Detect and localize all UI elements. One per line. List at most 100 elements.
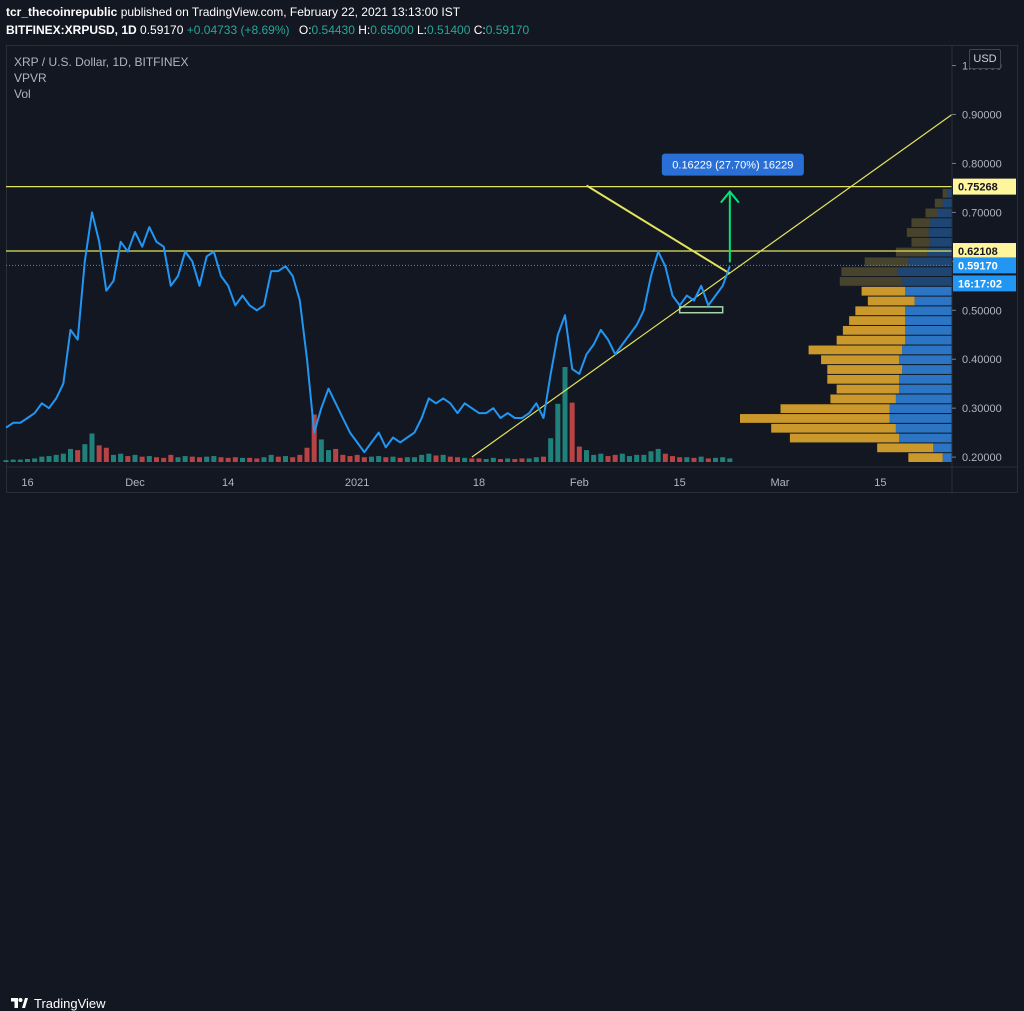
- profile-bar-down: [861, 286, 906, 296]
- volume-bar: [569, 402, 575, 462]
- legend-vol[interactable]: Vol: [14, 87, 31, 101]
- volume-bar: [204, 456, 210, 462]
- open-label: O:: [298, 23, 312, 37]
- volume-bar: [505, 458, 511, 462]
- profile-bar-down: [911, 218, 931, 228]
- resistance-trendline: [585, 184, 731, 275]
- volume-bar: [96, 445, 102, 462]
- profile-bar-up: [899, 433, 952, 443]
- volume-bar: [24, 459, 31, 462]
- volume-bar: [555, 403, 561, 462]
- symbol-label[interactable]: BITFINEX:XRPUSD, 1D: [6, 23, 137, 37]
- profile-bar-down: [780, 404, 890, 414]
- profile-bar-down: [842, 325, 906, 335]
- level-badge-bg: [953, 178, 1016, 195]
- publisher-name[interactable]: tcr_thecoinrepublic: [6, 5, 118, 19]
- profile-bar-up: [895, 394, 952, 404]
- volume-bar: [196, 457, 203, 462]
- profile-bar-down: [836, 384, 899, 394]
- volume-bar: [619, 453, 625, 462]
- legend-title[interactable]: XRP / U.S. Dollar, 1D, BITFINEX: [14, 55, 189, 69]
- measure-label-bg: [661, 153, 804, 176]
- volume-bar: [118, 453, 124, 462]
- tradingview-brand[interactable]: TradingView: [34, 996, 106, 1011]
- volume-bar: [390, 456, 396, 462]
- volume-bar: [669, 456, 676, 462]
- profile-bar-up: [902, 365, 952, 374]
- volume-bar: [318, 439, 324, 462]
- volume-bar: [433, 455, 439, 462]
- volume-bar: [32, 458, 38, 462]
- tradingview-logo-icon[interactable]: [10, 996, 28, 1010]
- volume-bar: [125, 456, 131, 462]
- volume-bar: [605, 456, 611, 462]
- x-tick-label: Dec: [125, 477, 145, 489]
- profile-bar-up: [905, 286, 952, 296]
- close-value: 0.59170: [485, 23, 530, 37]
- publish-header: tcr_thecoinrepublic published on Trading…: [0, 0, 1024, 42]
- low-label: L:: [417, 23, 428, 37]
- profile-bar-down: [906, 228, 929, 237]
- price-line: [5, 211, 731, 454]
- volume-bar: [483, 459, 489, 462]
- volume-bar: [3, 460, 9, 462]
- volume-bar: [67, 448, 74, 462]
- volume-bar: [641, 454, 647, 462]
- volume-bar: [705, 458, 711, 462]
- profile-bar-up: [902, 277, 952, 286]
- horizontal-levels: [6, 186, 952, 266]
- support-trendline: [471, 114, 953, 458]
- x-tick-label: 15: [874, 477, 886, 489]
- volume-bar: [634, 454, 640, 462]
- last-price: 0.59170: [140, 23, 184, 37]
- x-tick-label: 15: [674, 477, 686, 489]
- volume-bar: [282, 456, 289, 462]
- volume-bar: [254, 458, 260, 462]
- volume-bar: [139, 456, 145, 462]
- profile-bar-down: [808, 345, 903, 355]
- profile-bar-down: [821, 355, 899, 365]
- publish-line: tcr_thecoinrepublic published on Trading…: [6, 5, 460, 19]
- current-price-badge: 0.59170: [958, 260, 998, 272]
- volume-bar: [490, 457, 496, 462]
- profile-bar-down: [740, 414, 890, 423]
- profile-bar-up: [905, 325, 952, 335]
- volume-bar: [626, 456, 633, 462]
- profile-bar-down: [855, 306, 906, 316]
- price-chart[interactable]: 0.16229 (27.70%) 16229 1.000000.900000.8…: [0, 0, 1024, 528]
- close-label: C:: [473, 23, 486, 37]
- profile-bar-up: [914, 296, 952, 306]
- x-tick-label: 2021: [345, 477, 369, 489]
- quote-line: BITFINEX:XRPUSD, 1D 0.59170 +0.04733 (+8…: [6, 23, 529, 37]
- volume-bar: [304, 447, 310, 462]
- volume-bar: [497, 459, 504, 462]
- x-tick-label: 16: [21, 477, 33, 489]
- profile-bar-up: [899, 374, 952, 384]
- profile-bar-down: [849, 316, 906, 325]
- currency-button[interactable]: USD: [969, 49, 1001, 69]
- volume-bar: [368, 456, 375, 462]
- volume-bar: [333, 448, 339, 462]
- y-tick-label: 0.50000: [962, 305, 1002, 317]
- profile-bar-up: [930, 237, 952, 247]
- profile-bar-up: [933, 443, 952, 453]
- volume-bar: [677, 457, 683, 462]
- volume-bar: [247, 457, 253, 462]
- volume-bar: [648, 451, 654, 462]
- legend-vpvr[interactable]: VPVR: [14, 71, 47, 85]
- volume-bar: [53, 454, 59, 462]
- volume-bar: [153, 457, 160, 462]
- profile-bar-up: [937, 208, 952, 218]
- volume-bar: [168, 454, 174, 462]
- footer-bar: TradingView: [0, 494, 1024, 1011]
- profile-bar-down: [908, 453, 943, 462]
- volume-bar: [419, 454, 425, 462]
- profile-bar-down: [942, 188, 948, 198]
- volume-bar: [17, 459, 23, 462]
- volume-bar: [325, 450, 332, 462]
- y-tick-label: 0.90000: [962, 110, 1002, 122]
- volume-bar: [103, 447, 109, 462]
- x-tick-label: 18: [473, 477, 485, 489]
- y-tick-label: 0.20000: [962, 452, 1002, 464]
- current-price-badge-bg: [953, 257, 1016, 274]
